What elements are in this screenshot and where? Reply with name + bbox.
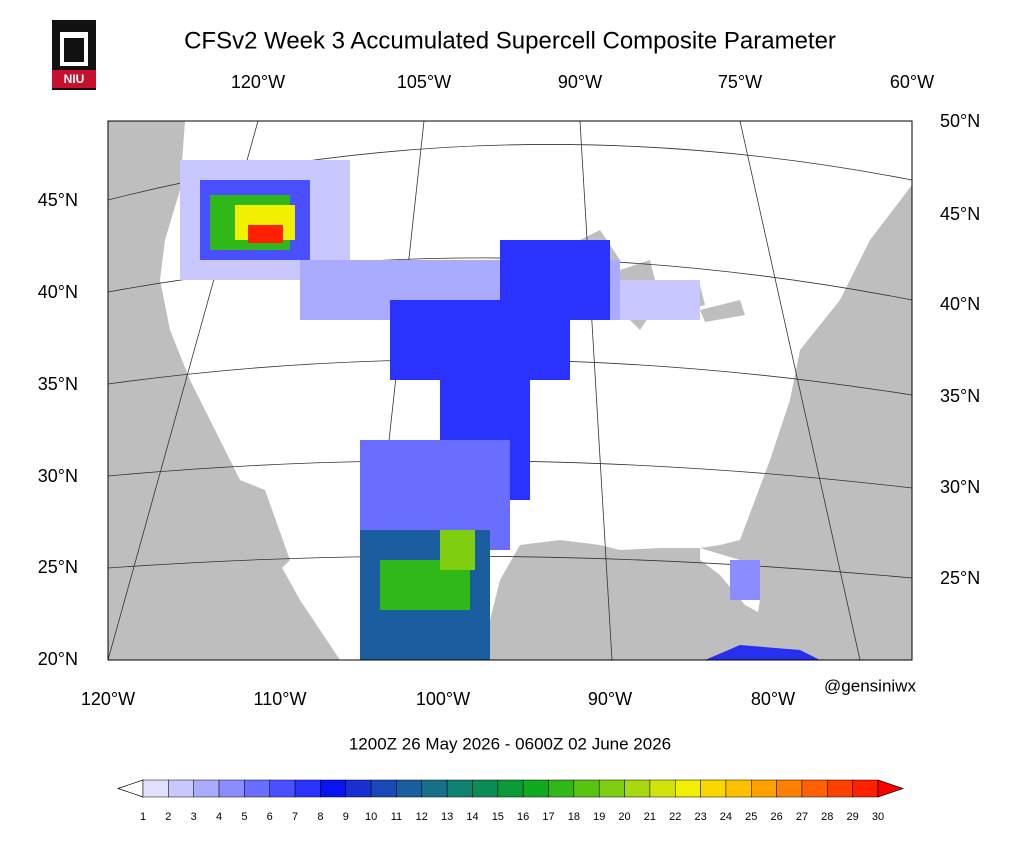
colorbar-label: 26 (770, 811, 782, 823)
lat-label: 35°N (38, 374, 78, 394)
lon-label: 75°W (718, 72, 762, 92)
colorbar-label: 27 (796, 811, 808, 823)
lon-label: 120°W (81, 689, 135, 709)
colorbar-label: 23 (694, 811, 706, 823)
colorbar-label: 7 (292, 811, 298, 823)
lat-label: 40°N (38, 282, 78, 302)
colorbar-box (396, 779, 423, 798)
colorbar-box (497, 779, 524, 798)
colorbar-box (598, 779, 625, 798)
lon-label: 100°W (416, 689, 470, 709)
lat-label: 30°N (940, 477, 980, 497)
colorbar-box (269, 779, 296, 798)
colorbar-box (345, 779, 372, 798)
colorbar-label: 22 (669, 811, 681, 823)
colorbar-box (649, 779, 676, 798)
colorbar-box (370, 779, 397, 798)
colorbar-label: 21 (644, 811, 656, 823)
colorbar-label: 14 (466, 811, 478, 823)
colorbar-label: 9 (343, 811, 349, 823)
colorbar-label: 24 (720, 811, 732, 823)
colorbar-box (801, 779, 828, 798)
lat-label: 35°N (940, 386, 980, 406)
colorbar-box (725, 779, 752, 798)
lon-label: 90°W (558, 72, 602, 92)
colorbar-box (548, 779, 575, 798)
colorbar-label: 17 (542, 811, 554, 823)
colorbar-label: 15 (492, 811, 504, 823)
colorbar-label: 2 (165, 811, 171, 823)
colorbar-box (446, 779, 473, 798)
lat-label: 45°N (940, 204, 980, 224)
logo: NIU (52, 20, 96, 90)
colorbar-box (522, 779, 549, 798)
lon-label: 90°W (588, 689, 632, 709)
lat-label: 45°N (38, 190, 78, 210)
colorbar-label: 16 (517, 811, 529, 823)
colorbar-label: 1 (140, 811, 146, 823)
colorbar-box (827, 779, 853, 798)
colorbar-box (244, 779, 270, 798)
colorbar-box (674, 779, 701, 798)
lat-label: 25°N (38, 557, 78, 577)
field (180, 160, 760, 660)
colorbar-end (116, 779, 144, 798)
colorbar-label: 19 (593, 811, 605, 823)
colorbar: 1 2 3 4 5 6 7 8 9 10 11 12 13 14 15 16 17 18 19 20 21 22 23 24 2… (116, 779, 905, 823)
colorbar-box (472, 779, 499, 798)
colorbar-box (218, 779, 245, 798)
colorbar-label: 8 (317, 811, 323, 823)
map (107, 120, 913, 661)
colorbar-box (852, 779, 879, 798)
colorbar-label: 5 (241, 811, 247, 823)
lat-label: 50°N (940, 111, 980, 131)
colorbar-label: 4 (216, 811, 222, 823)
lon-label: 120°W (231, 72, 285, 92)
lon-label: 60°W (890, 72, 934, 92)
colorbar-box (624, 779, 651, 798)
colorbar-label: 6 (267, 811, 273, 823)
colorbar-box (168, 779, 194, 798)
lon-label: 110°W (254, 689, 307, 709)
colorbar-box (700, 779, 727, 798)
lat-label: 20°N (38, 649, 78, 669)
lat-label: 40°N (940, 294, 980, 314)
colorbar-box (294, 779, 321, 798)
lon-label: 80°W (751, 689, 795, 709)
colorbar-label: 3 (191, 811, 197, 823)
colorbar-label: 12 (416, 811, 428, 823)
colorbar-box (573, 779, 600, 798)
colorbar-box (142, 779, 169, 798)
colorbar-label: 11 (391, 811, 402, 823)
colorbar-box (193, 779, 220, 798)
colorbar-label: 25 (745, 811, 757, 823)
colorbar-label: 10 (365, 811, 377, 823)
colorbar-label: 29 (847, 811, 859, 823)
logo-text: NIU (64, 72, 85, 86)
lat-label: 30°N (38, 466, 78, 486)
colorbar-box (421, 779, 448, 798)
colorbar-box (751, 779, 777, 798)
lat-label: 25°N (940, 568, 980, 588)
title: CFSv2 Week 3 Accumulated Supercell Compo… (184, 27, 836, 54)
colorbar-label: 13 (441, 811, 453, 823)
lon-label: 105°W (397, 72, 451, 92)
colorbar-label: 20 (618, 811, 630, 823)
valid-time: 1200Z 26 May 2026 - 0600Z 02 June 2026 (349, 734, 671, 753)
colorbar-end (877, 779, 905, 798)
colorbar-label: 18 (568, 811, 580, 823)
colorbar-label: 30 (872, 811, 884, 823)
credit: @gensiniwx (824, 676, 916, 695)
colorbar-box (776, 779, 803, 798)
colorbar-label: 28 (821, 811, 833, 823)
colorbar-box (320, 779, 347, 798)
